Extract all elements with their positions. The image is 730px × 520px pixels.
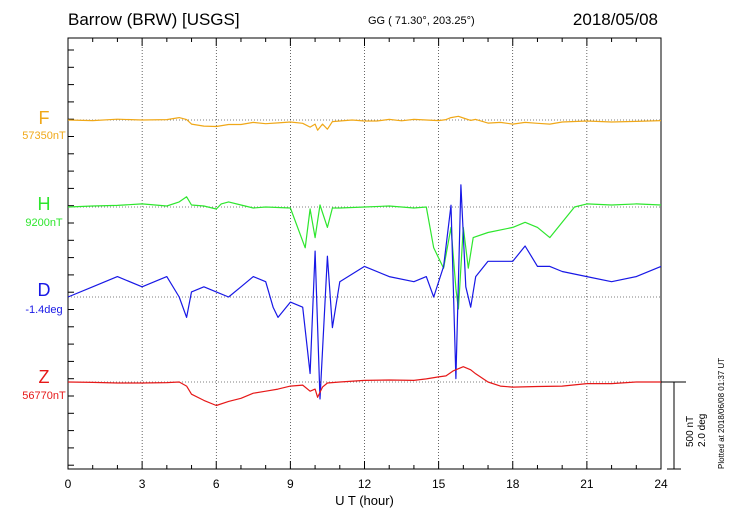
- series-baseline-z: 56770nT: [22, 390, 66, 402]
- x-tick-label: 21: [580, 477, 594, 491]
- scale-label-nt: 500 nT: [685, 416, 696, 447]
- series-name-h: H: [37, 194, 51, 214]
- series-name-z: Z: [38, 367, 50, 387]
- x-tick-label: 24: [654, 477, 668, 491]
- chart-date: 2018/05/08: [572, 10, 658, 29]
- x-axis-title: U T (hour): [335, 493, 394, 508]
- series-baseline-f: 57350nT: [22, 130, 66, 142]
- x-tick-label: 9: [287, 477, 294, 491]
- series-line-f: [67, 115, 662, 131]
- series-baseline-d: -1.4deg: [25, 304, 63, 316]
- x-tick-label: 12: [358, 477, 372, 491]
- x-tick-label: 6: [213, 477, 220, 491]
- x-tick-label: 3: [139, 477, 146, 491]
- series-line-h: [67, 196, 662, 310]
- series-baseline-h: 9200nT: [25, 217, 63, 229]
- series-line-z: [67, 366, 661, 407]
- chart-title: Barrow (BRW) [USGS]: [68, 10, 240, 29]
- station-coordinates: GG ( 71.30°, 203.25°): [368, 15, 475, 27]
- x-tick-label: 15: [432, 477, 446, 491]
- scale-label-deg: 2.0 deg: [697, 414, 708, 447]
- plot-timestamp-note: Plotted at 2018/06/08 01:37 UT: [717, 358, 726, 469]
- x-tick-label: 18: [506, 477, 520, 491]
- series-name-f: F: [38, 108, 50, 128]
- x-tick-label: 0: [65, 477, 72, 491]
- series-line-d: [67, 184, 662, 400]
- series-name-d: D: [37, 280, 51, 300]
